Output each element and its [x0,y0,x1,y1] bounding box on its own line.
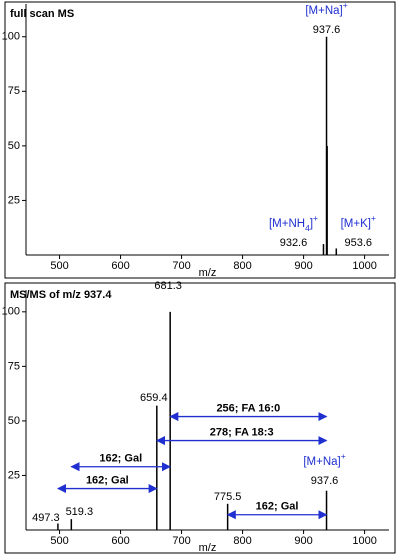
ion-label-part: + [341,451,346,461]
y-tick-label: 50 [8,140,20,152]
x-tick-label: 900 [294,260,312,272]
arrow-label: 162; Gal [99,453,142,465]
ion-label-part: + [371,213,376,223]
x-axis-label: m/z [199,542,217,554]
y-tick-label: 100 [2,306,20,318]
ion-label-part: 4 [305,223,310,233]
peak-label: 937.6 [313,24,341,36]
y-tick-label: 100 [2,31,20,43]
peak-label: 775.5 [214,491,242,503]
y-tick-label: 75 [8,360,20,372]
y-tick-label: 75 [8,85,20,97]
x-tick-label: 1000 [352,260,376,272]
arrow-label: 162; Gal [256,501,299,513]
x-tick-label: 800 [233,535,251,547]
ion-label-part: [M+Na] [305,5,342,17]
ion-label: [M+Na]+ [303,451,345,468]
panel-title: MS/MS of m/z 937.4 [10,289,112,301]
arrow-label: 278; FA 18:3 [210,426,274,438]
peak-label: 519.3 [66,506,94,518]
x-tick-label: 500 [50,535,68,547]
y-tick-label: 25 [8,194,20,206]
ion-label: [M+Na]+ [305,0,347,17]
x-tick-label: 1000 [352,535,376,547]
x-tick-label: 900 [294,535,312,547]
x-tick-label: 600 [111,535,129,547]
ion-label-part: + [313,213,318,223]
x-tick-label: 700 [172,260,190,272]
y-tick-label: 50 [8,415,20,427]
ion-label-part: ] [310,218,313,230]
peak-label: 953.6 [345,237,373,249]
peak-label: 937.6 [311,475,339,487]
ion-label-part: + [343,0,348,10]
x-tick-label: 500 [50,260,68,272]
panel-frame [4,282,396,554]
ion-label-part: [M+NH [269,218,305,230]
ion-label-part: [M+Na] [303,456,340,468]
y-tick-label: 25 [8,469,20,481]
peak-label: 497.3 [32,512,60,524]
panel-title: full scan MS [10,8,74,20]
x-tick-label: 700 [172,535,190,547]
arrow-label: 162; Gal [86,474,129,486]
ion-label: [M+K]+ [341,213,376,230]
x-tick-label: 600 [111,260,129,272]
peak-label: 681.3 [154,280,182,292]
x-axis-label: m/z [199,267,217,279]
peak-label: 932.6 [280,237,308,249]
ion-label: [M+NH4]+ [269,213,318,233]
panel-frame [4,1,396,279]
arrow-label: 256; FA 16:0 [216,402,280,414]
x-tick-label: 800 [233,260,251,272]
ion-label-part: [M+K] [341,218,371,230]
peak-label: 659.4 [140,392,168,404]
